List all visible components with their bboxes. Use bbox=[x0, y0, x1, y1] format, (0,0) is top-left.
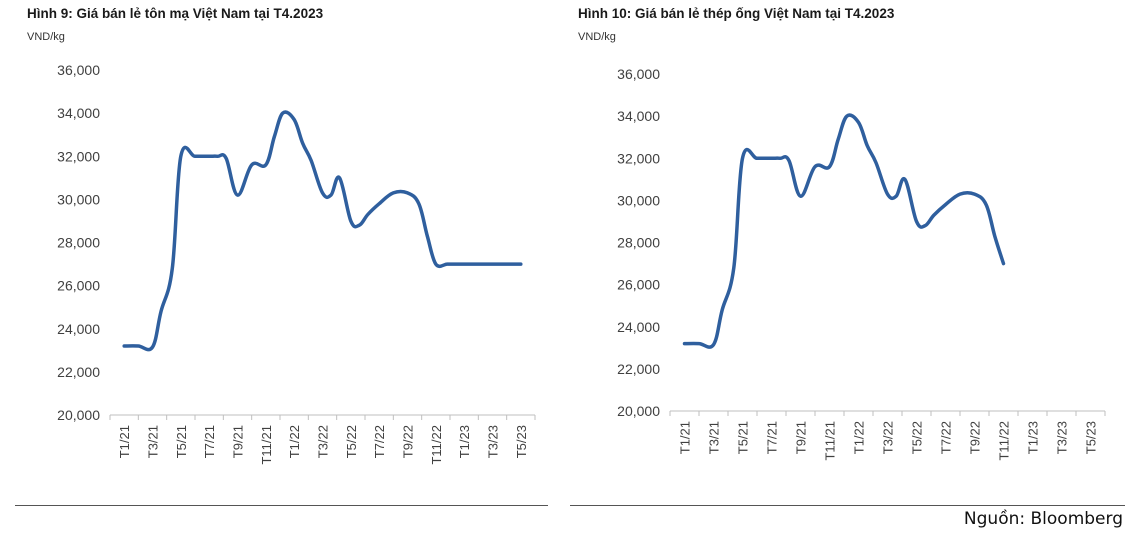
x-tick-label: T3/21 bbox=[146, 425, 161, 458]
x-tick-label: T9/22 bbox=[401, 425, 416, 458]
line-chart: VND/kg 20,000 22,000 24,000 26,000 28,000 30,0… bbox=[578, 31, 1106, 461]
x-tick-label: T5/23 bbox=[514, 425, 529, 458]
x-tick-label: T9/22 bbox=[968, 421, 983, 454]
line-chart: VND/kg 20,000 22,000 24,000 26,000 28,000 30,0… bbox=[27, 31, 536, 465]
x-tick-label: T9/21 bbox=[794, 421, 809, 454]
x-tick-label: T5/22 bbox=[344, 425, 359, 458]
x-tick-label: T1/21 bbox=[678, 421, 693, 454]
x-tick-label: T5/21 bbox=[174, 425, 189, 458]
x-tick-label: T7/21 bbox=[765, 421, 780, 454]
x-tick-label: T7/22 bbox=[372, 425, 387, 458]
bottom-rule bbox=[15, 505, 548, 506]
y-tick-label: 24,000 bbox=[617, 319, 660, 335]
y-tick-label: 22,000 bbox=[617, 361, 660, 377]
x-tick-label: T5/22 bbox=[910, 421, 925, 454]
x-tick-label: T1/23 bbox=[1026, 421, 1041, 454]
x-tick-label: T5/21 bbox=[736, 421, 751, 454]
y-tick-label: 20,000 bbox=[617, 403, 660, 419]
y-tick-label: 24,000 bbox=[57, 321, 100, 337]
x-tick-label: T11/22 bbox=[997, 421, 1012, 461]
y-tick-label: 26,000 bbox=[57, 278, 100, 294]
source-note: Nguồn: Bloomberg bbox=[963, 509, 1123, 529]
series-line bbox=[122, 110, 523, 352]
y-tick-label: 32,000 bbox=[57, 148, 100, 164]
y-tick-label: 32,000 bbox=[617, 150, 660, 166]
y-unit-label: VND/kg bbox=[578, 31, 616, 43]
x-tick-label: T1/21 bbox=[117, 425, 132, 458]
x-tick-label: T5/23 bbox=[1084, 421, 1099, 454]
y-unit-label: VND/kg bbox=[27, 31, 65, 43]
x-tick-label: T1/22 bbox=[852, 421, 867, 454]
bottom-rule bbox=[570, 505, 1125, 506]
x-tick-label: T11/22 bbox=[429, 425, 444, 465]
x-tick-label: T1/23 bbox=[457, 425, 472, 458]
chart-title: Hình 9: Giá bán lẻ tôn mạ Việt Nam tại T… bbox=[27, 6, 324, 21]
x-tick-label: T3/22 bbox=[881, 421, 896, 454]
y-tick-label: 26,000 bbox=[617, 277, 660, 293]
series-line bbox=[682, 113, 1006, 349]
y-tick-label: 20,000 bbox=[57, 407, 100, 423]
y-tick-label: 34,000 bbox=[617, 108, 660, 124]
x-tick-label: T3/23 bbox=[1055, 421, 1070, 454]
y-tick-label: 30,000 bbox=[57, 191, 100, 207]
x-tick-label: T11/21 bbox=[259, 425, 274, 465]
x-tick-label: T9/21 bbox=[231, 425, 246, 458]
chart-title: Hình 10: Giá bán lẻ thép ống Việt Nam tạ… bbox=[578, 6, 895, 21]
y-tick-label: 36,000 bbox=[57, 62, 100, 78]
y-tick-label: 34,000 bbox=[57, 105, 100, 121]
x-tick-label: T1/22 bbox=[287, 425, 302, 458]
x-tick-label: T3/22 bbox=[316, 425, 331, 458]
y-tick-label: 36,000 bbox=[617, 66, 660, 82]
x-tick-label: T3/23 bbox=[486, 425, 501, 458]
chart-panel-right: Hình 10: Giá bán lẻ thép ống Việt Nam tạ… bbox=[570, 0, 1125, 506]
y-tick-label: 28,000 bbox=[57, 235, 100, 251]
x-tick-label: T7/22 bbox=[939, 421, 954, 454]
x-tick-label: T3/21 bbox=[707, 421, 722, 454]
y-tick-label: 30,000 bbox=[617, 192, 660, 208]
x-tick-label: T11/21 bbox=[823, 421, 838, 461]
y-tick-label: 22,000 bbox=[57, 364, 100, 380]
x-tick-label: T7/21 bbox=[202, 425, 217, 458]
y-tick-label: 28,000 bbox=[617, 235, 660, 251]
chart-panel-left: Hình 9: Giá bán lẻ tôn mạ Việt Nam tại T… bbox=[15, 0, 548, 506]
